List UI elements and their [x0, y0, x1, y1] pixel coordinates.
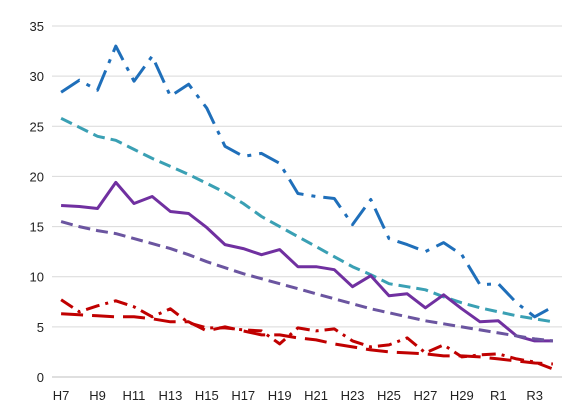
series-lines [60, 44, 554, 371]
x-tick-label: R1 [490, 388, 507, 403]
series-line-6 [61, 312, 553, 366]
y-tick-label: 15 [30, 220, 44, 235]
y-axis-tick-labels: 0 5 10 15 20 25 30 35 [30, 19, 44, 385]
x-tick-label: H23 [341, 388, 365, 403]
gridlines [52, 25, 562, 378]
y-tick-label: 10 [30, 270, 44, 285]
series-line-5 [60, 298, 554, 371]
x-tick-label: H15 [195, 388, 219, 403]
x-tick-label: H9 [89, 388, 106, 403]
y-tick-label: 35 [30, 19, 44, 34]
x-tick-label: H13 [158, 388, 182, 403]
series-line-3 [61, 180, 553, 343]
x-tick-label: H7 [53, 388, 70, 403]
x-tick-label: H27 [413, 388, 437, 403]
x-tick-label: H29 [450, 388, 474, 403]
x-tick-label: H19 [268, 388, 292, 403]
x-tick-label: H21 [304, 388, 328, 403]
y-tick-label: 25 [30, 119, 44, 134]
x-tick-label: H11 [123, 388, 146, 403]
y-tick-label: 0 [37, 370, 44, 385]
y-tick-label: 20 [30, 169, 44, 184]
x-tick-label: H25 [377, 388, 401, 403]
series-line-4 [60, 220, 554, 343]
x-axis-tick-labels: H7 H9 H11 H13 H15 H17 H19 H21 H23 H25 H27 H29 R1 R3 [53, 388, 543, 403]
y-tick-label: 30 [30, 69, 44, 84]
series-line-2 [60, 116, 554, 324]
x-tick-label: H17 [231, 388, 255, 403]
y-tick-label: 5 [37, 320, 44, 335]
x-tick-label: R3 [526, 388, 543, 403]
series-line-1 [60, 44, 554, 319]
